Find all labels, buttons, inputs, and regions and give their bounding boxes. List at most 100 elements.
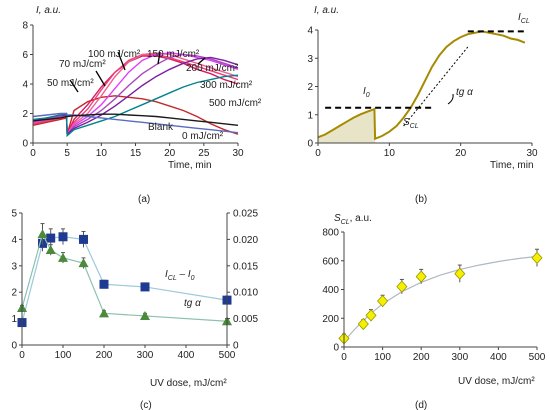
annotation-arrow — [95, 70, 106, 87]
annotation-dose: 70 mJ/cm² — [59, 59, 106, 70]
y-tick-label: 4 — [22, 80, 28, 91]
panel-c-xlabel: UV dose, mJ/cm² — [150, 378, 227, 389]
x-tick-label: 0 — [315, 148, 321, 159]
x-tick-label: 20 — [164, 148, 176, 159]
curve-a-0 — [32, 95, 239, 135]
curve-a-8 — [32, 112, 239, 134]
panel-d-ylabel-tail: , a.u. — [350, 213, 372, 224]
y-tick-label: 800 — [322, 228, 339, 239]
y-tick-label: 3 — [11, 261, 17, 272]
annotation-i0-sub: 0 — [366, 92, 370, 99]
y-tick-label: 0 — [22, 139, 28, 150]
annotation-icl-i0: ICL – I0 — [165, 269, 195, 282]
point-scl — [415, 270, 427, 283]
panel-a-xlabel: Time, min — [168, 160, 212, 171]
panel-d-ylabel: SCL, a.u. — [334, 213, 372, 226]
point-tg — [45, 244, 56, 254]
x-tick-label: 15 — [130, 148, 142, 159]
y2-tick-label: 0.010 — [233, 288, 258, 299]
y2-tick-label: 0 — [233, 341, 239, 352]
point-scl — [357, 317, 369, 331]
y2-tick-label: 0.020 — [233, 235, 258, 246]
point-icl-i0 — [99, 279, 109, 289]
point-tg — [140, 310, 150, 320]
curve-a-9 — [32, 113, 239, 126]
y-tick-label: 6 — [22, 50, 28, 61]
panel-a-ylabel: I, a.u. — [36, 5, 61, 16]
annotation-dose: 300 mJ/cm² — [200, 80, 253, 91]
panel-a: 0 5 10 15 20 25 30 0 2 4 6 8 I, a.u. Time, min 100 … — [22, 5, 261, 205]
y-tick-label: 400 — [322, 285, 339, 296]
annotation-minus: – I — [177, 269, 191, 280]
point-scl — [531, 251, 543, 264]
x-tick-label: 500 — [219, 350, 236, 361]
panel-a-label: (a) — [138, 194, 150, 205]
panel-b-xlabel: Time, min — [490, 160, 534, 171]
panel-c-label: (c) — [140, 400, 152, 410]
panel-d-ylabel-sub: CL — [341, 219, 350, 226]
y2-tick-label: 0.005 — [233, 314, 258, 325]
x-tick-label: 0 — [30, 148, 36, 159]
point-tg — [37, 229, 48, 239]
y-tick-label: 200 — [322, 314, 339, 325]
point-scl — [454, 267, 466, 280]
annotation-arrow — [69, 79, 79, 93]
point-icl-i0 — [46, 233, 56, 243]
slope-line — [403, 46, 469, 127]
x-tick-label: 0 — [19, 350, 25, 361]
point-tg — [99, 308, 109, 318]
annotation-i0-sub: 0 — [191, 275, 195, 282]
y-tick-label: 3 — [307, 54, 313, 65]
y-tick-label: 0 — [11, 341, 17, 352]
x-tick-label: 500 — [529, 352, 546, 363]
x-tick-label: 100 — [374, 352, 391, 363]
y2-tick-label: 0.015 — [233, 261, 258, 272]
y-tick-label: 1 — [11, 314, 17, 325]
x-tick-label: 5 — [64, 148, 70, 159]
angle-arc — [447, 93, 454, 105]
point-icl-i0 — [140, 282, 150, 292]
panel-d-label: (d) — [415, 400, 427, 410]
x-tick-label: 0 — [341, 352, 347, 363]
fit-curve — [343, 255, 538, 342]
annotation-arrow — [197, 57, 206, 65]
y-tick-label: 2 — [22, 109, 28, 120]
y-tick-label: 5 — [11, 209, 17, 220]
annotation-arrow — [157, 51, 161, 65]
x-tick-label: 200 — [96, 350, 113, 361]
x-tick-label: 400 — [178, 350, 195, 361]
y-tick-label: 0 — [333, 343, 339, 354]
x-tick-label: 30 — [526, 148, 538, 159]
area-scl — [318, 109, 376, 143]
y-tick-label: 2 — [307, 82, 313, 93]
annotation-arrow — [117, 51, 126, 71]
annotation-dose: 100 mJ/cm² — [88, 49, 141, 60]
point-scl — [396, 280, 408, 293]
point-scl — [377, 294, 389, 308]
y2-tick-label: 0.025 — [233, 209, 258, 220]
annotation-tg: tg α — [456, 87, 473, 98]
point-icl-i0 — [58, 232, 68, 242]
panel-b: 0 10 20 30 0 1 2 3 4 I, a.u. Time, min I0 ICL SCL t… — [307, 5, 538, 205]
x-tick-label: 30 — [232, 148, 244, 159]
curve-b — [317, 30, 526, 141]
x-tick-label: 400 — [490, 352, 507, 363]
annotation-i0: I0 — [363, 86, 370, 99]
y-tick-label: 8 — [22, 21, 28, 32]
panel-c: 0 100 200 300 400 50001234500.0050.0100.0150.… — [11, 209, 258, 410]
annotation-icl-sub: CL — [168, 275, 177, 282]
x-tick-label: 300 — [137, 350, 154, 361]
annotation-blank: Blank — [148, 122, 174, 133]
x-tick-label: 10 — [96, 148, 108, 159]
x-tick-label: 10 — [384, 148, 396, 159]
x-tick-label: 20 — [455, 148, 467, 159]
point-tg — [58, 252, 68, 262]
y-tick-label: 600 — [322, 256, 339, 267]
annotation-icl: ICL — [518, 12, 530, 25]
panel-b-ylabel-text: I, a.u. — [314, 5, 339, 16]
panel-d-xlabel: UV dose, mJ/cm² — [458, 376, 535, 387]
annotation-dose: 50 mJ/cm² — [47, 78, 94, 89]
x-tick-label: 300 — [451, 352, 468, 363]
